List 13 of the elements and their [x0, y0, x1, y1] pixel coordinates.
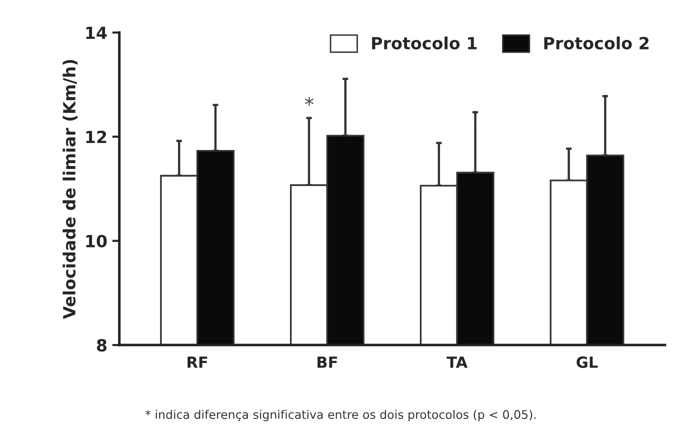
- x-tick-label: BF: [318, 356, 337, 368]
- y-axis-title: Velocidade de limiar (Km/h): [62, 60, 78, 319]
- y-tick-label: 12: [86, 130, 106, 144]
- legend-label: Protocolo 2: [544, 36, 648, 50]
- x-tick-label: GL: [576, 356, 598, 368]
- y-tick-label: 8: [96, 338, 107, 352]
- y-tick-label: 10: [86, 234, 107, 248]
- annotation: *: [304, 96, 314, 106]
- x-tick-label: RF: [188, 356, 208, 368]
- x-tick-label: TA: [446, 356, 468, 368]
- text: * indica diferença significativa entre os dois protocolos (p < 0,05).: [145, 410, 536, 422]
- y-tick-label: 14: [86, 26, 107, 39]
- legend-label: Protocolo 1: [372, 36, 477, 50]
